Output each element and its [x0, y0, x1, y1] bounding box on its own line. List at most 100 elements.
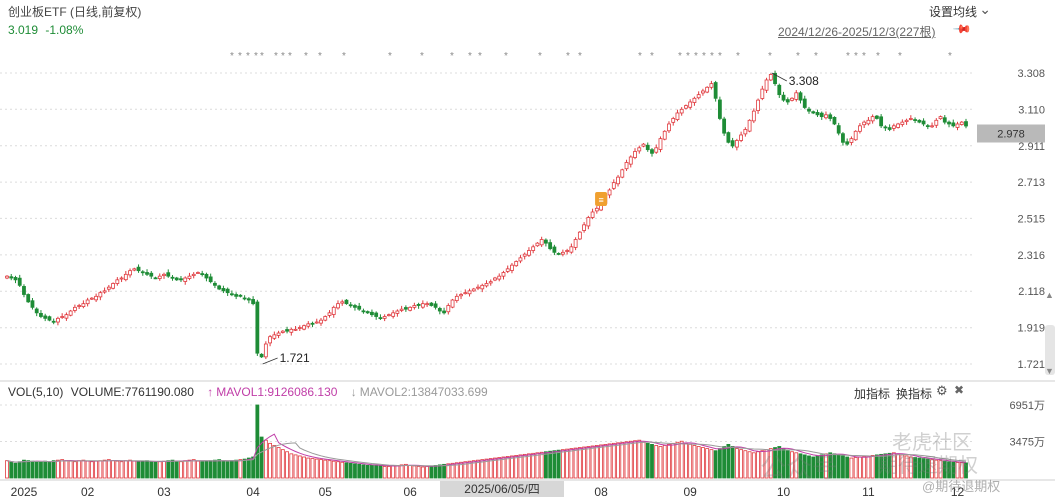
candle-body[interactable] — [9, 276, 14, 279]
volume-bar[interactable] — [208, 460, 213, 479]
volume-bar[interactable] — [717, 448, 722, 479]
volume-bar[interactable] — [56, 459, 60, 479]
candle-body[interactable] — [454, 295, 459, 301]
candle-body[interactable] — [577, 231, 582, 240]
candle-body[interactable] — [866, 119, 871, 125]
candle-body[interactable] — [616, 176, 620, 185]
volume-bar[interactable] — [565, 448, 570, 479]
volume-bar[interactable] — [908, 456, 913, 479]
candle-body[interactable] — [450, 299, 455, 308]
candle-body[interactable] — [208, 276, 213, 283]
volume-bar[interactable] — [319, 459, 323, 479]
volume-bar[interactable] — [306, 457, 311, 479]
volume-bar[interactable] — [849, 457, 854, 479]
volume-bar[interactable] — [420, 466, 425, 479]
candle-body[interactable] — [662, 130, 667, 140]
volume-bar[interactable] — [204, 460, 209, 479]
candle-body[interactable] — [688, 101, 693, 108]
event-marker[interactable]: * — [718, 51, 722, 62]
candle-body[interactable] — [425, 303, 429, 306]
candle-body[interactable] — [938, 116, 943, 120]
volume-bar[interactable] — [64, 460, 69, 479]
event-marker[interactable]: * — [504, 51, 508, 62]
volume-bar[interactable] — [5, 460, 9, 479]
candle-body[interactable] — [34, 308, 39, 314]
candle-body[interactable] — [717, 99, 722, 119]
candle-body[interactable] — [573, 239, 578, 248]
volume-bar[interactable] — [365, 464, 370, 479]
volume-bar[interactable] — [272, 445, 277, 479]
volume-bar[interactable] — [828, 452, 833, 479]
volume-bar[interactable] — [883, 453, 888, 479]
candle-body[interactable] — [510, 264, 514, 271]
candle-body[interactable] — [229, 293, 234, 296]
candle-body[interactable] — [43, 315, 48, 319]
candle-body[interactable] — [870, 116, 875, 122]
candle-body[interactable] — [39, 312, 43, 317]
volume-bar[interactable] — [959, 462, 964, 479]
volume-bar[interactable] — [582, 446, 586, 479]
candle-body[interactable] — [255, 301, 260, 354]
volume-bar[interactable] — [30, 460, 35, 479]
candle-body[interactable] — [734, 140, 739, 148]
candle-body[interactable] — [819, 112, 824, 118]
event-marker[interactable]: * — [694, 51, 698, 62]
candle-body[interactable] — [246, 298, 251, 301]
volume-bar[interactable] — [790, 451, 794, 479]
candle-body[interactable] — [959, 121, 964, 125]
volume-bar[interactable] — [573, 447, 578, 479]
candle-body[interactable] — [51, 320, 56, 323]
volume-bar[interactable] — [463, 461, 468, 479]
volume-bar[interactable] — [802, 454, 807, 479]
candle-body[interactable] — [730, 140, 735, 147]
volume-bar[interactable] — [149, 461, 154, 479]
volume-bar[interactable] — [81, 459, 86, 479]
volume-bar[interactable] — [115, 460, 120, 479]
candle-body[interactable] — [908, 118, 913, 120]
candle-body[interactable] — [934, 119, 939, 126]
volume-bar[interactable] — [412, 465, 417, 479]
volume-bar[interactable] — [607, 443, 612, 479]
candle-body[interactable] — [633, 151, 637, 158]
volume-bar[interactable] — [268, 442, 272, 479]
volume-bar[interactable] — [399, 464, 404, 479]
candle-body[interactable] — [488, 281, 493, 284]
volume-bar[interactable] — [505, 456, 510, 479]
candle-body[interactable] — [773, 72, 777, 85]
volume-bar[interactable] — [696, 446, 701, 479]
volume-bar[interactable] — [217, 459, 222, 479]
candle-body[interactable] — [951, 122, 956, 127]
candle-body[interactable] — [798, 92, 803, 101]
volume-bar[interactable] — [514, 455, 519, 479]
volume-bar[interactable] — [467, 460, 472, 479]
volume-bar[interactable] — [739, 449, 744, 479]
volume-bar[interactable] — [106, 459, 111, 479]
event-marker[interactable]: * — [678, 51, 682, 62]
volume-bar[interactable] — [459, 461, 463, 479]
candle-body[interactable] — [17, 277, 22, 286]
candle-body[interactable] — [594, 207, 599, 212]
candle-body[interactable] — [213, 282, 217, 286]
volume-bar[interactable] — [947, 461, 951, 479]
candle-body[interactable] — [802, 98, 807, 108]
volume-bar[interactable] — [89, 461, 94, 479]
candle-body[interactable] — [476, 286, 480, 289]
candle-body[interactable] — [276, 332, 281, 336]
volume-bar[interactable] — [874, 454, 879, 479]
candle-body[interactable] — [106, 286, 111, 290]
candle-body[interactable] — [85, 299, 90, 305]
gear-icon[interactable]: ⚙ — [936, 383, 948, 398]
volume-bar[interactable] — [111, 460, 115, 479]
volume-bar[interactable] — [297, 455, 302, 479]
volume-bar[interactable] — [730, 446, 735, 479]
set-ma-button[interactable]: 设置均线 — [928, 5, 977, 19]
candle-body[interactable] — [679, 108, 684, 114]
candle-body[interactable] — [378, 317, 383, 320]
volume-bar[interactable] — [196, 460, 200, 479]
volume-bar[interactable] — [807, 455, 811, 479]
candle-body[interactable] — [162, 273, 166, 277]
volume-bar[interactable] — [289, 453, 294, 479]
candle-body[interactable] — [675, 112, 680, 120]
candle-body[interactable] — [348, 304, 353, 307]
